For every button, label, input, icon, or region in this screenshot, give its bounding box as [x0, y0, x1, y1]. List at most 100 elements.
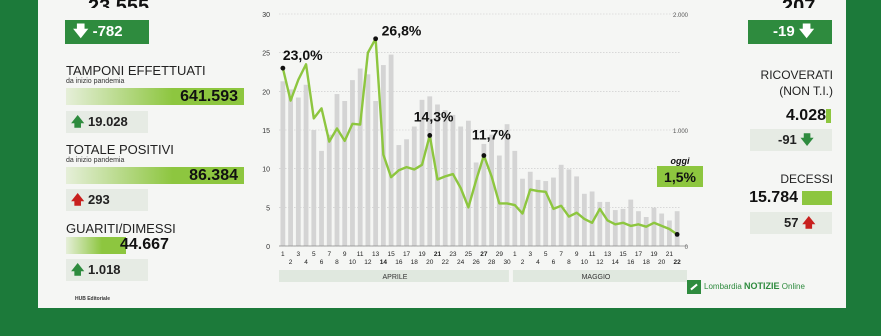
line-series	[281, 37, 678, 236]
x-tick-label: 17	[635, 251, 643, 258]
bar	[566, 169, 572, 246]
x-tick-label: 14	[612, 259, 620, 266]
bar	[605, 201, 610, 246]
x-tick-label: 15	[387, 251, 395, 258]
bar	[303, 84, 309, 246]
bar	[319, 150, 324, 246]
x-tick-label: 10	[581, 259, 589, 266]
ricoverati-delta-value: -91	[778, 132, 797, 147]
x-tick-label: 23	[449, 251, 457, 258]
guariti-delta: 🡅 1.018	[66, 259, 148, 281]
logo-icon	[687, 279, 701, 294]
month-label: APRILE	[383, 274, 408, 281]
positivi-subtitle: da inizio pandemia	[66, 157, 125, 164]
delta-pill-right: -19 🡇	[748, 20, 832, 44]
annotation-label: 14,3%	[414, 108, 454, 124]
x-tick-label: 8	[335, 259, 339, 266]
arrow-up-icon: 🡅	[71, 114, 85, 129]
x-tick-label: 24	[457, 259, 465, 266]
bar	[419, 99, 425, 246]
cut-top-value-right: 207	[782, 0, 842, 8]
arrow-up-icon: 🡅	[802, 215, 816, 230]
guariti-value: 44.667	[120, 236, 169, 253]
guariti-title: GUARITI/DIMESSI	[66, 221, 176, 236]
decessi-title: DECESSI	[780, 172, 833, 186]
x-tick-label: 28	[488, 259, 496, 266]
x-tick-label: 21	[666, 251, 674, 258]
x-tick-label: 7	[559, 251, 563, 258]
cut-top-value-left: 23.555	[88, 0, 208, 8]
positivi-value: 86.384	[189, 167, 238, 184]
x-tick-label: 9	[343, 251, 347, 258]
logo-text-3: Online	[781, 282, 805, 291]
x-tick-label: 14	[380, 259, 388, 266]
delta-value: -19	[773, 23, 795, 40]
y-tick-label: 5	[266, 205, 270, 212]
x-tick-label: 4	[536, 259, 540, 266]
x-tick-label: 19	[650, 251, 658, 258]
bar	[295, 97, 301, 247]
y-tick-label: 30	[262, 12, 270, 19]
x-tick-label: 22	[674, 259, 682, 266]
ricoverati-value: 4.028	[785, 107, 826, 124]
decessi-bar	[802, 191, 832, 205]
x-tick-label: 3	[528, 251, 532, 258]
bar	[636, 211, 641, 246]
today-dot	[674, 232, 680, 237]
x-tick-label: 6	[320, 259, 324, 266]
ricoverati-delta: -91 🡇	[750, 129, 832, 151]
publisher-logo: Lombardia NOTIZIE Online	[687, 279, 805, 294]
tamponi-title: TAMPONI EFFETTUATI	[66, 63, 206, 78]
bar	[365, 74, 371, 246]
bar	[628, 199, 634, 246]
annotation-label: 23,0%	[283, 47, 323, 63]
bar	[342, 101, 348, 246]
bar	[411, 126, 417, 246]
x-tick-label: 1	[281, 251, 285, 258]
x-tick-label: 21	[434, 251, 442, 258]
bar	[326, 134, 332, 246]
bar	[674, 211, 680, 246]
guariti-delta-value: 1.018	[88, 262, 121, 277]
bar	[535, 179, 541, 246]
bar	[620, 208, 626, 246]
x-tick-label: 11	[357, 251, 364, 258]
guariti-bar	[66, 237, 126, 254]
today-box	[657, 166, 703, 187]
bar	[512, 150, 518, 246]
bar	[481, 143, 487, 246]
x-tick-label: 13	[604, 251, 612, 258]
today-label: 1,5%	[664, 169, 696, 185]
x-tick-label: 30	[503, 259, 511, 266]
arrow-down-icon: 🡇	[800, 132, 814, 147]
source-credit: HUB Editoriale	[75, 296, 111, 302]
x-tick-label: 3	[297, 251, 301, 258]
logo-text-1: Lombardia	[704, 282, 742, 291]
x-tick-label: 7	[327, 251, 331, 258]
ricoverati-bar	[826, 109, 831, 123]
bar	[357, 68, 363, 247]
bar	[589, 191, 595, 246]
bar	[350, 80, 355, 247]
tamponi-delta: 🡅 19.028	[66, 111, 148, 133]
x-tick-label: 19	[418, 251, 426, 258]
x-tick-label: 25	[465, 251, 473, 258]
y-tick-label: 0	[266, 244, 270, 251]
x-tick-label: 27	[480, 251, 488, 258]
positivi-delta-value: 293	[88, 192, 110, 207]
annotation-dot	[373, 36, 379, 42]
x-tick-label: 5	[312, 251, 316, 258]
x-tick-label: 16	[627, 259, 635, 266]
arrow-up-icon: 🡅	[71, 262, 85, 277]
bar	[504, 124, 510, 246]
bar	[373, 101, 379, 246]
arrow-down-icon: 🡇	[73, 23, 89, 40]
positivi-bar	[66, 167, 244, 184]
delta-value: -782	[92, 23, 123, 40]
x-tick-label: 12	[364, 259, 372, 266]
bar	[404, 139, 409, 246]
x-tick-label: 2	[521, 259, 525, 266]
bar	[473, 162, 479, 246]
positivi-delta: 🡅 293	[66, 189, 148, 211]
bar	[288, 89, 293, 247]
